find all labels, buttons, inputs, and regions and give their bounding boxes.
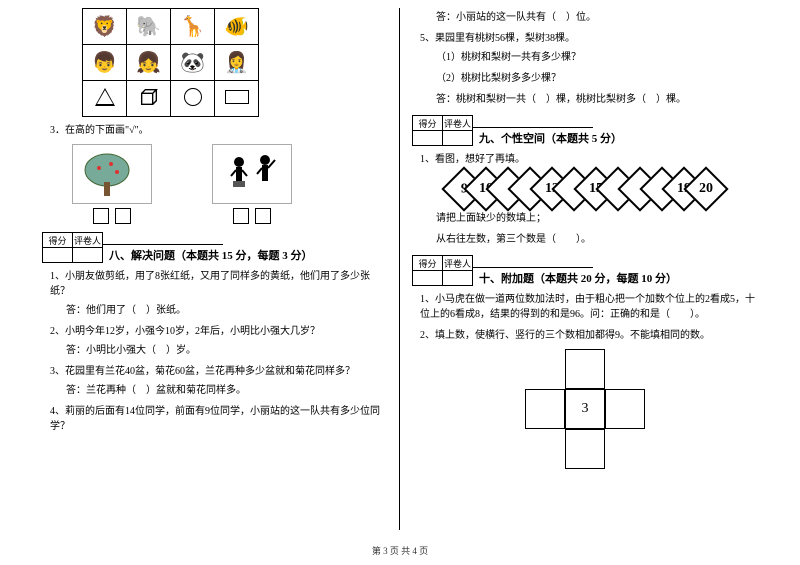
- cross-figure: 3: [525, 349, 645, 469]
- score-header: 得分: [413, 116, 443, 131]
- score-header: 得分: [413, 256, 443, 271]
- s8-a4: 答：小丽站的这一队共有（ ）位。: [436, 10, 758, 25]
- right-column: 答：小丽站的这一队共有（ ）位。 5、果园里有桃树56棵，梨树38棵。 （1）桃…: [400, 8, 770, 530]
- checkbox[interactable]: [115, 208, 131, 224]
- s8-a3: 答：兰花再种（ ）盆就和菊花同样多。: [66, 383, 387, 398]
- cross-cell-bottom[interactable]: [565, 429, 605, 469]
- cross-cell-top[interactable]: [565, 349, 605, 389]
- illus-cell: 👩‍⚕️: [215, 45, 259, 81]
- s8-q5-2: （2）桃树比梨树多多少棵？: [436, 71, 758, 86]
- nurse-icon: 👩‍⚕️: [224, 52, 249, 74]
- section-underline: [473, 127, 593, 128]
- page-footer: 第 3 页 共 4 页: [0, 544, 800, 557]
- question-3-intro: 3．在高的下面画"√"。: [50, 123, 387, 138]
- score-cell[interactable]: [413, 131, 443, 146]
- s8-q5-1: （1）桃树和梨树一共有多少棵？: [436, 50, 758, 65]
- s9-q1: 1、看图，想好了再填。: [420, 152, 758, 167]
- score-table: 得分评卷人: [42, 232, 103, 263]
- compare-panels: [72, 144, 387, 224]
- checkbox[interactable]: [93, 208, 109, 224]
- score-cell[interactable]: [43, 248, 73, 263]
- s8-q4: 4、莉丽的后面有14位同学，前面有9位同学，小丽站的这一队共有多少位同学？: [50, 404, 387, 434]
- illustration-table: 🦁 🐘 🦒 🐠 👦 👧 🐼 👩‍⚕️: [82, 8, 259, 117]
- tree-image: [72, 144, 152, 204]
- cross-cell-right[interactable]: [605, 389, 645, 429]
- s8-a1: 答：他们用了（ ）张纸。: [66, 303, 387, 318]
- illus-shape-cell: [215, 81, 259, 117]
- girl-icon: 👧: [136, 52, 161, 74]
- triangle-icon: [95, 88, 115, 106]
- illus-cell: 🦒: [171, 9, 215, 45]
- illus-cell: 🦁: [83, 9, 127, 45]
- s8-q3: 3、花园里有兰花40盆，菊花60盆，兰花再种多少盆就和菊花同样多？: [50, 364, 387, 379]
- section-10-title: 十、附加题（本题共 20 分，每题 10 分）: [479, 273, 677, 285]
- illus-shape-cell: [83, 81, 127, 117]
- score-header: 评卷人: [443, 116, 473, 131]
- section-underline: [473, 267, 593, 268]
- boy-icon: 👦: [92, 52, 117, 74]
- cube-icon: [138, 86, 160, 108]
- illus-cell: 🐘: [127, 9, 171, 45]
- score-header: 评卷人: [443, 256, 473, 271]
- people-image: [212, 144, 292, 204]
- s8-a5: 答：桃树和梨树一共（ ）棵，桃树比梨树多（ ）棵。: [436, 92, 758, 107]
- panel-people: [212, 144, 292, 224]
- illus-cell: 🐠: [215, 9, 259, 45]
- score-table: 得分评卷人: [412, 255, 473, 286]
- s10-q2: 2、填上数，使横行、竖行的三个数相加都得9。不能填相同的数。: [420, 328, 758, 343]
- fish-icon: 🐠: [224, 16, 249, 38]
- s9-line1: 请把上面缺少的数填上；: [436, 211, 758, 226]
- panel-tree: [72, 144, 152, 224]
- s8-q5: 5、果园里有桃树56棵，梨树38棵。: [420, 31, 758, 46]
- s8-q1: 1、小朋友做剪纸，用了8张红纸，又用了同样多的黄纸，他们用了多少张纸？: [50, 269, 387, 299]
- checkbox[interactable]: [233, 208, 249, 224]
- score-header: 评卷人: [73, 233, 103, 248]
- section-9-title: 九、个性空间（本题共 5 分）: [479, 133, 622, 145]
- s10-q1: 1、小马虎在做一道两位数加法时，由于粗心把一个加数个位上的2看成5，十位上的6看…: [420, 292, 758, 322]
- illus-shape-cell: [171, 81, 215, 117]
- score-cell[interactable]: [73, 248, 103, 263]
- cross-cell-center: 3: [565, 389, 605, 429]
- score-header: 得分: [43, 233, 73, 248]
- s8-q2: 2、小明今年12岁，小强今10岁，2年后，小明比小强大几岁？: [50, 324, 387, 339]
- s8-a2: 答：小明比小强大（ ）岁。: [66, 343, 387, 358]
- s9-line2: 从右往左数，第三个数是（ ）。: [436, 232, 758, 247]
- illus-cell: 🐼: [171, 45, 215, 81]
- score-block-10: 得分评卷人 十、附加题（本题共 20 分，每题 10 分）: [412, 255, 758, 286]
- lion-icon: 🦁: [92, 16, 117, 38]
- checkbox[interactable]: [255, 208, 271, 224]
- section-8-title: 八、解决问题（本题共 15 分，每题 3 分）: [109, 250, 313, 262]
- section-underline: [103, 244, 223, 245]
- circle-icon: [184, 88, 202, 106]
- panda-icon: 🐼: [180, 52, 205, 74]
- cross-cell-left[interactable]: [525, 389, 565, 429]
- score-cell[interactable]: [413, 271, 443, 286]
- giraffe-icon: 🦒: [180, 16, 205, 38]
- illus-shape-cell: [127, 81, 171, 117]
- left-column: 🦁 🐘 🦒 🐠 👦 👧 🐼 👩‍⚕️ 3．在高的下面画"√"。: [30, 8, 400, 530]
- elephant-icon: 🐘: [136, 16, 161, 38]
- score-block-9: 得分评卷人 九、个性空间（本题共 5 分）: [412, 115, 758, 146]
- score-cell[interactable]: [443, 271, 473, 286]
- score-block-8: 得分评卷人 八、解决问题（本题共 15 分，每题 3 分）: [42, 232, 387, 263]
- score-cell[interactable]: [443, 131, 473, 146]
- score-table: 得分评卷人: [412, 115, 473, 146]
- illus-cell: 👧: [127, 45, 171, 81]
- diamond-row: 9 10 13 15 19 20: [412, 173, 758, 205]
- illus-cell: 👦: [83, 45, 127, 81]
- rectangle-icon: [225, 90, 249, 104]
